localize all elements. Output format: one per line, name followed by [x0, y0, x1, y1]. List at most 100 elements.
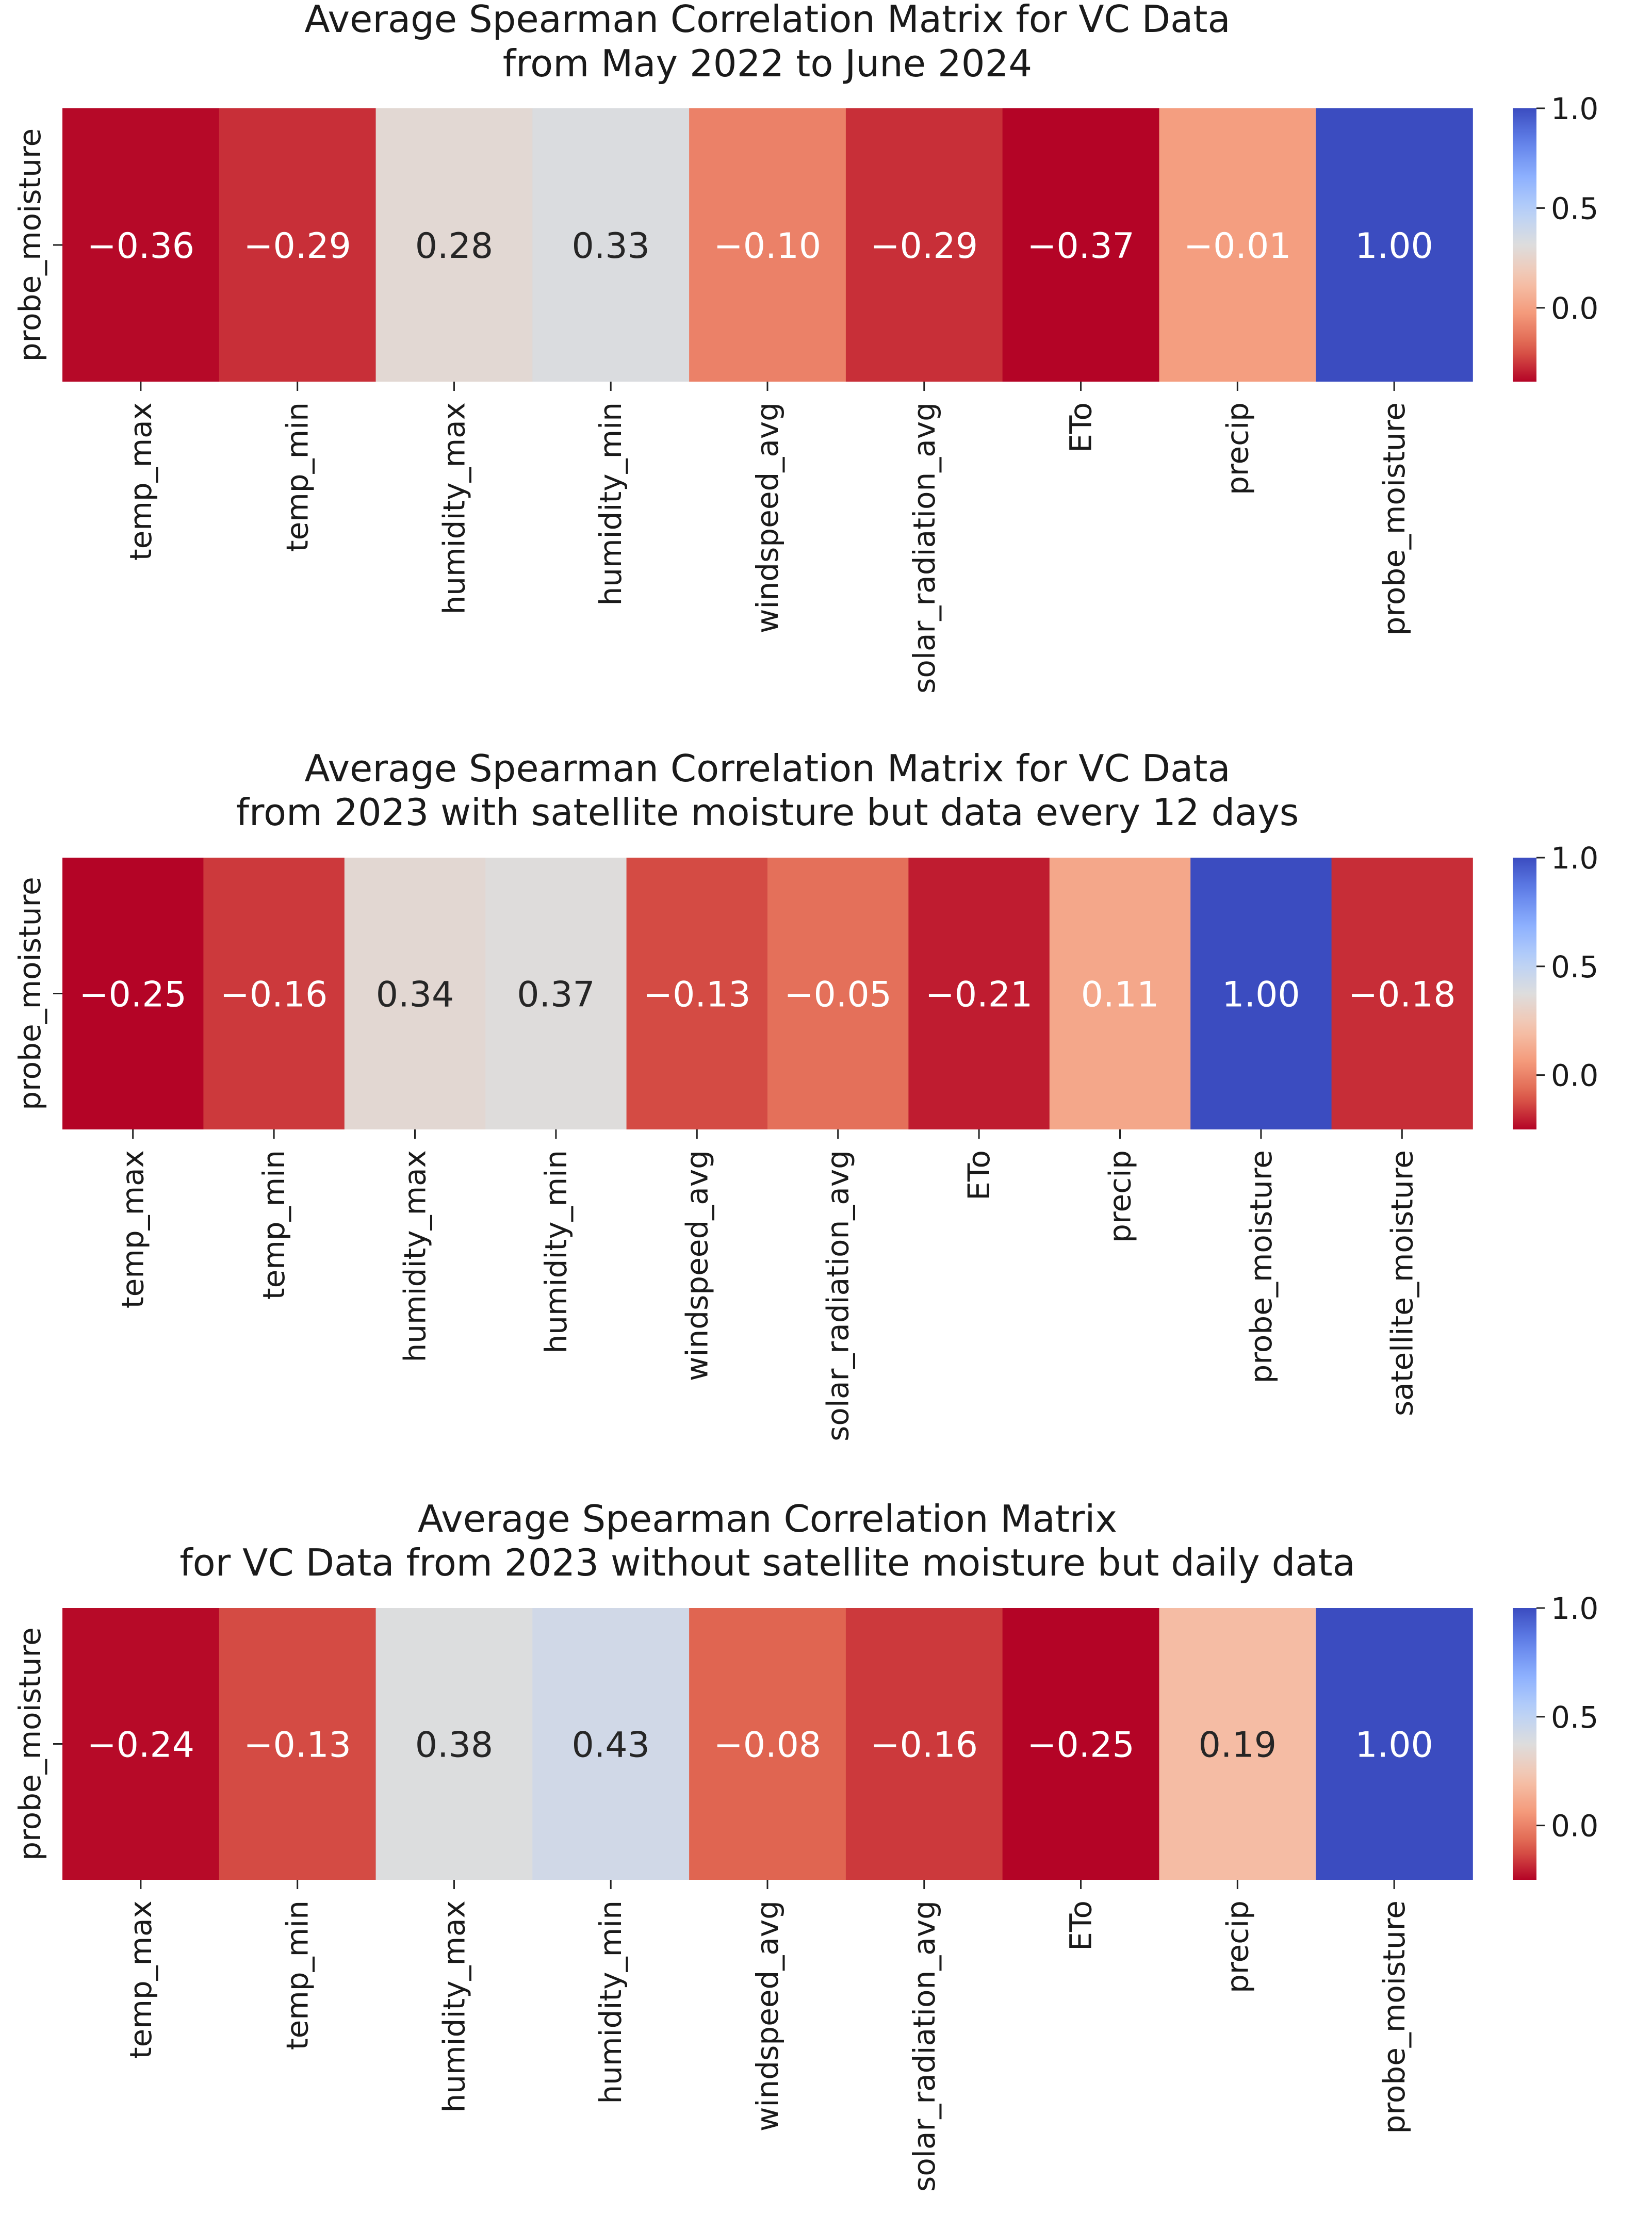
heatmap-cell	[62, 1608, 220, 1880]
cell-value-label: −0.16	[220, 975, 328, 1015]
x-tick-label: probe_moisture	[1244, 1150, 1279, 1383]
x-tick-label: windspeed_avg	[750, 402, 785, 633]
heatmap-cell	[1316, 108, 1473, 382]
x-tick-label: probe_moisture	[1377, 402, 1412, 635]
x-tick-label: precip	[1220, 1900, 1255, 1993]
chart-title-line: Average Spearman Correlation Matrix for …	[304, 747, 1230, 790]
heatmap-cell	[1049, 858, 1191, 1129]
x-tick-label: humidity_min	[593, 1900, 628, 2104]
x-tick-label: temp_max	[116, 1150, 151, 1308]
cell-value-label: 1.00	[1355, 226, 1433, 267]
chart-title-line: for VC Data from 2023 without satellite …	[179, 1541, 1355, 1584]
heatmap-cell	[1159, 1608, 1317, 1880]
cell-value-label: −0.37	[1027, 226, 1134, 267]
chart-title-line: Average Spearman Correlation Matrix	[418, 1497, 1117, 1540]
x-tick-label: satellite_moisture	[1384, 1150, 1419, 1416]
cell-value-label: 0.38	[415, 1725, 493, 1766]
cell-value-label: −0.13	[643, 975, 750, 1015]
cell-value-label: 0.33	[572, 226, 650, 267]
cell-value-label: 0.11	[1081, 975, 1159, 1015]
x-tick-label: temp_min	[280, 1900, 315, 2050]
colorbar-tick-label: 1.0	[1551, 91, 1598, 126]
x-tick-label: solar_radiation_avg	[821, 1150, 856, 1441]
colorbar-tick-label: 0.0	[1551, 1809, 1598, 1844]
heatmap-cell	[626, 858, 768, 1129]
colorbar	[1513, 108, 1536, 382]
cell-value-label: −0.01	[1184, 226, 1291, 267]
heatmap-cell	[219, 1608, 377, 1880]
cell-value-label: 1.00	[1222, 975, 1300, 1015]
cell-value-label: 0.43	[572, 1725, 650, 1766]
colorbar-tick-label: 0.5	[1551, 1700, 1598, 1735]
y-tick-label: probe_moisture	[12, 128, 47, 362]
colorbar-tick-label: 0.0	[1551, 1058, 1598, 1093]
cell-value-label: −0.25	[79, 975, 187, 1015]
y-tick-label: probe_moisture	[12, 1627, 47, 1860]
cell-value-label: −0.13	[243, 1725, 351, 1766]
cell-value-label: −0.36	[87, 226, 194, 267]
x-tick-label: probe_moisture	[1377, 1900, 1412, 2134]
y-tick-label: probe_moisture	[12, 877, 47, 1110]
x-tick-label: temp_min	[256, 1150, 291, 1300]
heatmap-cell	[62, 108, 220, 382]
x-tick-label: humidity_max	[436, 1900, 471, 2113]
heatmap-cell	[1316, 1608, 1473, 1880]
heatmap-cell	[845, 1608, 1003, 1880]
x-tick-label: ETo	[1064, 402, 1099, 453]
heatmap-cell	[689, 108, 846, 382]
heatmap-cell	[485, 858, 627, 1129]
cell-value-label: −0.18	[1348, 975, 1455, 1015]
cell-value-label: −0.25	[1027, 1725, 1134, 1766]
heatmap-panel-1: Average Spearman Correlation Matrix for …	[12, 0, 1598, 694]
cell-value-label: 0.34	[376, 975, 454, 1015]
heatmap-cell	[375, 108, 533, 382]
chart-title-line: from 2023 with satellite moisture but da…	[236, 791, 1299, 834]
heatmap-cell	[62, 858, 204, 1129]
colorbar-tick-label: 0.5	[1551, 191, 1598, 226]
x-tick-label: temp_min	[280, 402, 315, 552]
heatmap-cell	[344, 858, 486, 1129]
x-tick-label: windspeed_avg	[750, 1900, 785, 2131]
heatmap-cell	[767, 858, 909, 1129]
cell-value-label: −0.08	[714, 1725, 821, 1766]
cell-value-label: −0.21	[925, 975, 1033, 1015]
cell-value-label: −0.24	[87, 1725, 194, 1766]
cell-value-label: −0.16	[871, 1725, 978, 1766]
heatmap-cell	[532, 108, 690, 382]
colorbar-tick-label: 1.0	[1551, 1591, 1598, 1626]
x-tick-label: humidity_min	[538, 1150, 574, 1354]
x-tick-label: precip	[1103, 1150, 1138, 1243]
x-tick-label: humidity_min	[593, 402, 628, 606]
cell-value-label: −0.10	[714, 226, 821, 267]
x-tick-label: solar_radiation_avg	[907, 1900, 942, 2192]
heatmap-cell	[689, 1608, 846, 1880]
heatmap-cell	[1331, 858, 1473, 1129]
heatmap-cell	[219, 108, 377, 382]
heatmap-panel-2: Average Spearman Correlation Matrix for …	[12, 747, 1598, 1441]
cell-value-label: 0.28	[415, 226, 493, 267]
colorbar-tick-label: 1.0	[1551, 841, 1598, 876]
heatmap-cell	[375, 1608, 533, 1880]
colorbar-tick-label: 0.0	[1551, 291, 1598, 326]
cell-value-label: 0.37	[517, 975, 595, 1015]
colorbar	[1513, 1608, 1536, 1880]
cell-value-label: −0.29	[871, 226, 978, 267]
heatmap-cell	[532, 1608, 690, 1880]
cell-value-label: 0.19	[1199, 1725, 1277, 1766]
colorbar	[1513, 858, 1536, 1129]
x-tick-label: windspeed_avg	[679, 1150, 714, 1381]
x-tick-label: temp_max	[123, 1900, 158, 2059]
x-tick-label: temp_max	[123, 402, 158, 561]
heatmap-cell	[203, 858, 345, 1129]
heatmap-cell	[845, 108, 1003, 382]
x-tick-label: solar_radiation_avg	[907, 402, 942, 694]
heatmap-cell	[1002, 1608, 1160, 1880]
chart-title-line: from May 2022 to June 2024	[503, 42, 1032, 85]
x-tick-label: ETo	[961, 1150, 996, 1201]
x-tick-label: precip	[1220, 402, 1255, 495]
cell-value-label: −0.05	[784, 975, 892, 1015]
cell-value-label: −0.29	[243, 226, 351, 267]
heatmap-cell	[1190, 858, 1332, 1129]
